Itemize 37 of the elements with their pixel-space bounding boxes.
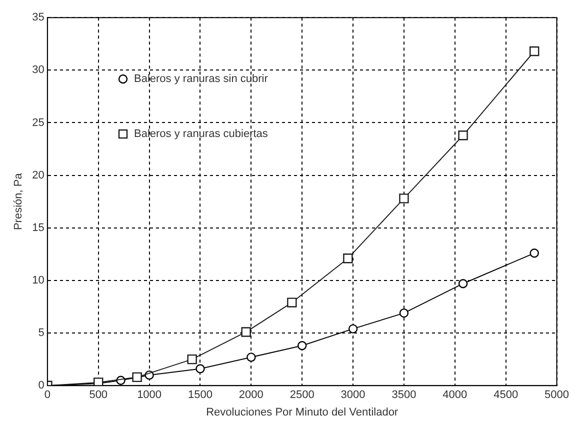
legend-label: Baleros y ranuras sin cubrir: [134, 73, 268, 85]
point: [287, 298, 297, 308]
point: [530, 46, 540, 56]
x-axis-title: Revoluciones Por Minuto del Ventilador: [206, 406, 398, 418]
x-tick-label: 1000: [137, 389, 162, 402]
point: [246, 352, 256, 362]
y-axis-title: Presión, Pa: [12, 172, 25, 230]
y-tick-label: 0: [38, 380, 44, 392]
y-tick-label: 30: [32, 64, 44, 76]
point: [132, 372, 142, 382]
y-tick-label: 25: [32, 116, 44, 129]
x-tick-label: 5000: [544, 389, 570, 402]
point: [530, 248, 539, 258]
x-tick-label: 3500: [392, 389, 416, 402]
point: [399, 194, 409, 204]
y-tick-label: 35: [32, 12, 44, 24]
point: [343, 254, 353, 264]
point: [399, 308, 409, 318]
point: [298, 341, 307, 350]
y-tick-label: 15: [32, 222, 44, 234]
y-tick-label: 20: [32, 169, 44, 182]
legend-label: Baleros y ranuras cubiertas: [134, 128, 268, 140]
point: [458, 130, 468, 140]
x-tick-label: 4000: [442, 389, 468, 402]
x-tick-label: 4500: [494, 389, 518, 402]
point: [196, 364, 205, 374]
y-tick-label: 10: [32, 274, 44, 286]
x-tick-label: 3000: [340, 389, 366, 402]
point: [241, 327, 251, 337]
x-tick-label: 2000: [238, 389, 264, 402]
point: [187, 354, 197, 364]
x-tick-label: 2500: [290, 389, 314, 402]
x-tick-label: 500: [89, 389, 108, 402]
y-tick-label: 5: [38, 327, 44, 340]
x-tick-label: 1500: [188, 389, 212, 402]
point: [348, 324, 358, 334]
point: [458, 279, 468, 288]
